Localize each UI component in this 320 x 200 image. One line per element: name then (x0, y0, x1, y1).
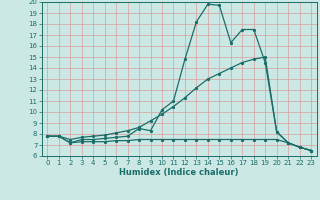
X-axis label: Humidex (Indice chaleur): Humidex (Indice chaleur) (119, 168, 239, 177)
